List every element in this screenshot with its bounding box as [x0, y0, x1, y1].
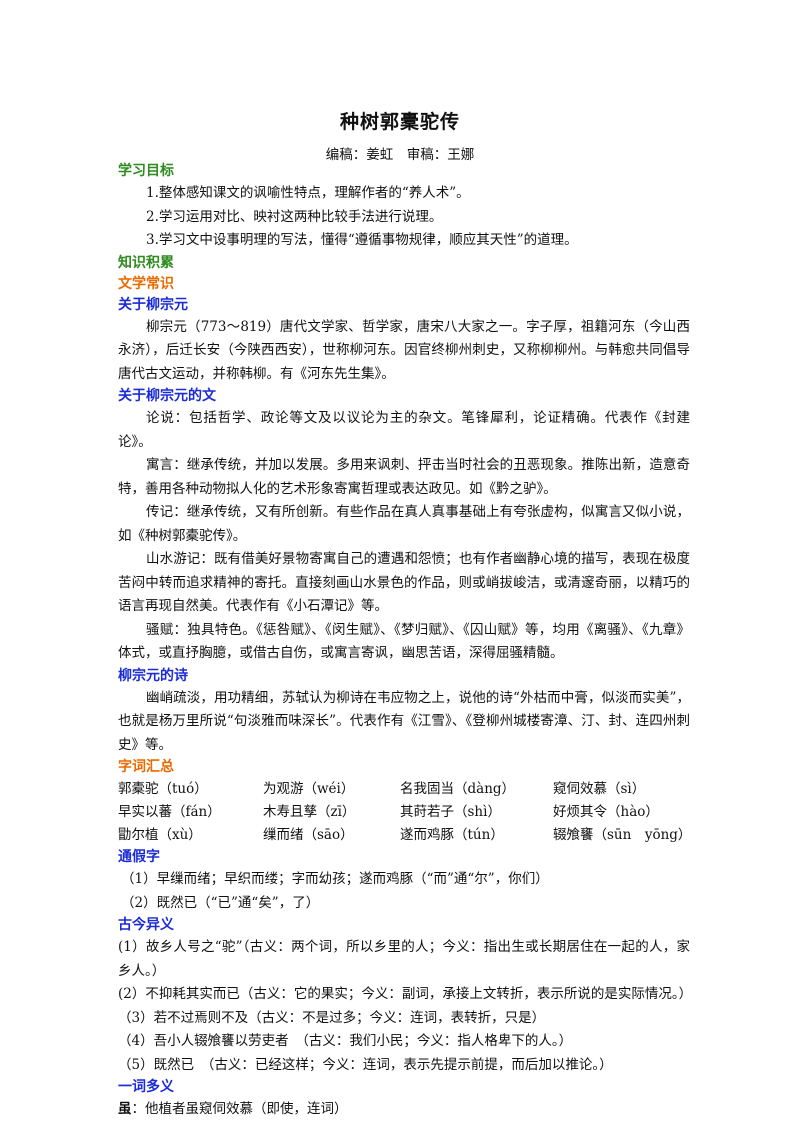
vocab-item: 郭橐驼（tuó）	[118, 781, 208, 797]
yici-word: 虽	[118, 1101, 132, 1117]
paragraph-about-author: 柳宗元（773～819）唐代文学家、哲学家，唐宋八大家之一。字子厚，祖籍河东（今…	[118, 318, 690, 382]
section-heading-about-prose: 关于柳宗元的文	[118, 388, 216, 404]
vocab-item: 缫而绪（sāo）	[263, 827, 354, 843]
vocab-row: 勖尔植（xù） 缫而绪（sāo） 遂而鸡豚（tún） 辍飧饔（sūn yōng）	[118, 824, 692, 847]
document-authors: 编稿：姜虹 审稿：王娜	[325, 147, 475, 163]
gujin-item: (2）不抑耗其实而已（古义：它的果实；今义：副词，承接上文转折，表示所说的是实际…	[118, 986, 693, 1002]
section-heading-literature: 文学常识	[118, 275, 174, 292]
vocab-item: 辍飧饔（sūn yōng）	[553, 827, 692, 843]
paragraph-lunshuo: 论说：包括哲学、政论等文及以议论为主的杂文。笔锋犀利，论证精确。代表作《封建论》…	[118, 410, 690, 450]
document-body: 学习目标 1.整体感知课文的讽喻性特点，理解作者的“养人术”。 2.学习运用对比…	[118, 161, 693, 1122]
paragraph-shanshui: 山水游记：既有借美好景物寄寓自己的遭遇和怨愤；也有作者幽静心境的描写，表现在极度…	[118, 551, 690, 614]
vocab-item: 勖尔植（xù）	[118, 827, 202, 843]
gujin-item: （3）若不过焉则不及（古义：不是过多；今义：连词，表转折，只是）	[118, 1009, 546, 1026]
paragraph-zhuanji: 传记：继承传统，又有所创新。有些作品在真人真事基础上有夸张虚构，似寓言又似小说，…	[118, 504, 690, 544]
vocab-item: 为观游（wéi）	[263, 781, 355, 797]
section-heading-goals: 学习目标	[118, 163, 174, 179]
vocab-item: 其莳若子（shì）	[400, 804, 501, 820]
tongjia-item: （1）早缫而绪；早织而缕；字而幼孩；遂而鸡豚（“而”通“尔”，你们）	[121, 871, 549, 887]
vocab-item: 遂而鸡豚（tún）	[400, 827, 504, 843]
goal-item: 3.学习文中设事明理的写法，懂得“遵循事物规律，顺应其天性”的道理。	[146, 232, 578, 248]
vocab-item: 木寿且孳（zī）	[263, 804, 356, 820]
vocab-item: 早实以蕃（fán）	[118, 804, 221, 820]
paragraph-saofu: 骚赋：独具特色。《惩咎赋》、《闵生赋》、《梦归赋》、《囚山赋》等，均用《离骚》、…	[118, 621, 690, 662]
vocab-item: 窥伺效慕（sì）	[553, 781, 646, 797]
vocab-row: 郭橐驼（tuó） 为观游（wéi） 名我固当（dàng） 窥伺效慕（sì）	[118, 778, 690, 801]
paragraph-about-poetry: 幽峭疏淡，用功精细，苏轼认为柳诗在韦应物之上，说他的诗“外枯而中膏，似淡而实美”…	[118, 689, 690, 753]
vocab-row: 早实以蕃（fán） 木寿且孳（zī） 其莳若子（shì） 好烦其令（hào）	[118, 801, 690, 824]
document-title: 种树郭橐驼传	[339, 111, 460, 133]
vocab-item: 好烦其令（hào）	[553, 804, 659, 820]
gujin-item: (1）故乡人号之“驼”（古义：两个词，所以乡里的人；今义：指出生或长期居住在一起…	[118, 939, 690, 979]
yici-item: 虽：他植者虽窥伺效慕（即使，连词）	[118, 1098, 690, 1122]
section-heading-vocab: 字词汇总	[118, 759, 174, 775]
section-heading-tongjia: 通假字	[118, 849, 160, 865]
goal-item: 1.整体感知课文的讽喻性特点，理解作者的“养人术”。	[146, 185, 470, 201]
paragraph-yuyan: 寓言：继承传统，并加以发展。多用来讽刺、抨击当时社会的丑恶现象。推陈出新，造意奇…	[118, 457, 690, 497]
yici-text: ：他植者虽窥伺效慕（即使，连词）	[131, 1101, 348, 1117]
section-heading-about-poetry: 柳宗元的诗	[118, 667, 188, 684]
section-heading-knowledge: 知识积累	[118, 254, 174, 271]
section-heading-gujin: 古今异义	[118, 917, 174, 933]
section-heading-about-author: 关于柳宗元	[118, 296, 188, 313]
vocab-item: 名我固当（dàng）	[400, 781, 516, 797]
section-heading-yici: 一词多义	[118, 1079, 174, 1095]
gujin-item: （4）吾小人辍飧饔以劳吏者 （古义：我们小民；今义：指人格卑下的人。）	[118, 1033, 573, 1049]
goal-item: 2.学习运用对比、映衬这两种比较手法进行说理。	[146, 208, 443, 225]
tongjia-item: （2）既然已（“已”通“矣”，了）	[121, 894, 320, 911]
gujin-item: （5）既然已 （古义：已经这样；今义：连词，表示先提示前提，而后加以推论。）	[118, 1056, 613, 1073]
